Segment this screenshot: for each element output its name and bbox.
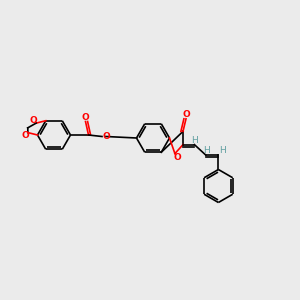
Text: O: O (82, 113, 89, 122)
Text: O: O (22, 131, 29, 140)
Text: O: O (173, 153, 181, 162)
Text: O: O (102, 132, 110, 141)
Text: H: H (219, 146, 226, 155)
Text: O: O (30, 116, 38, 124)
Text: O: O (182, 110, 190, 119)
Text: H: H (203, 146, 209, 155)
Text: H: H (191, 136, 198, 145)
